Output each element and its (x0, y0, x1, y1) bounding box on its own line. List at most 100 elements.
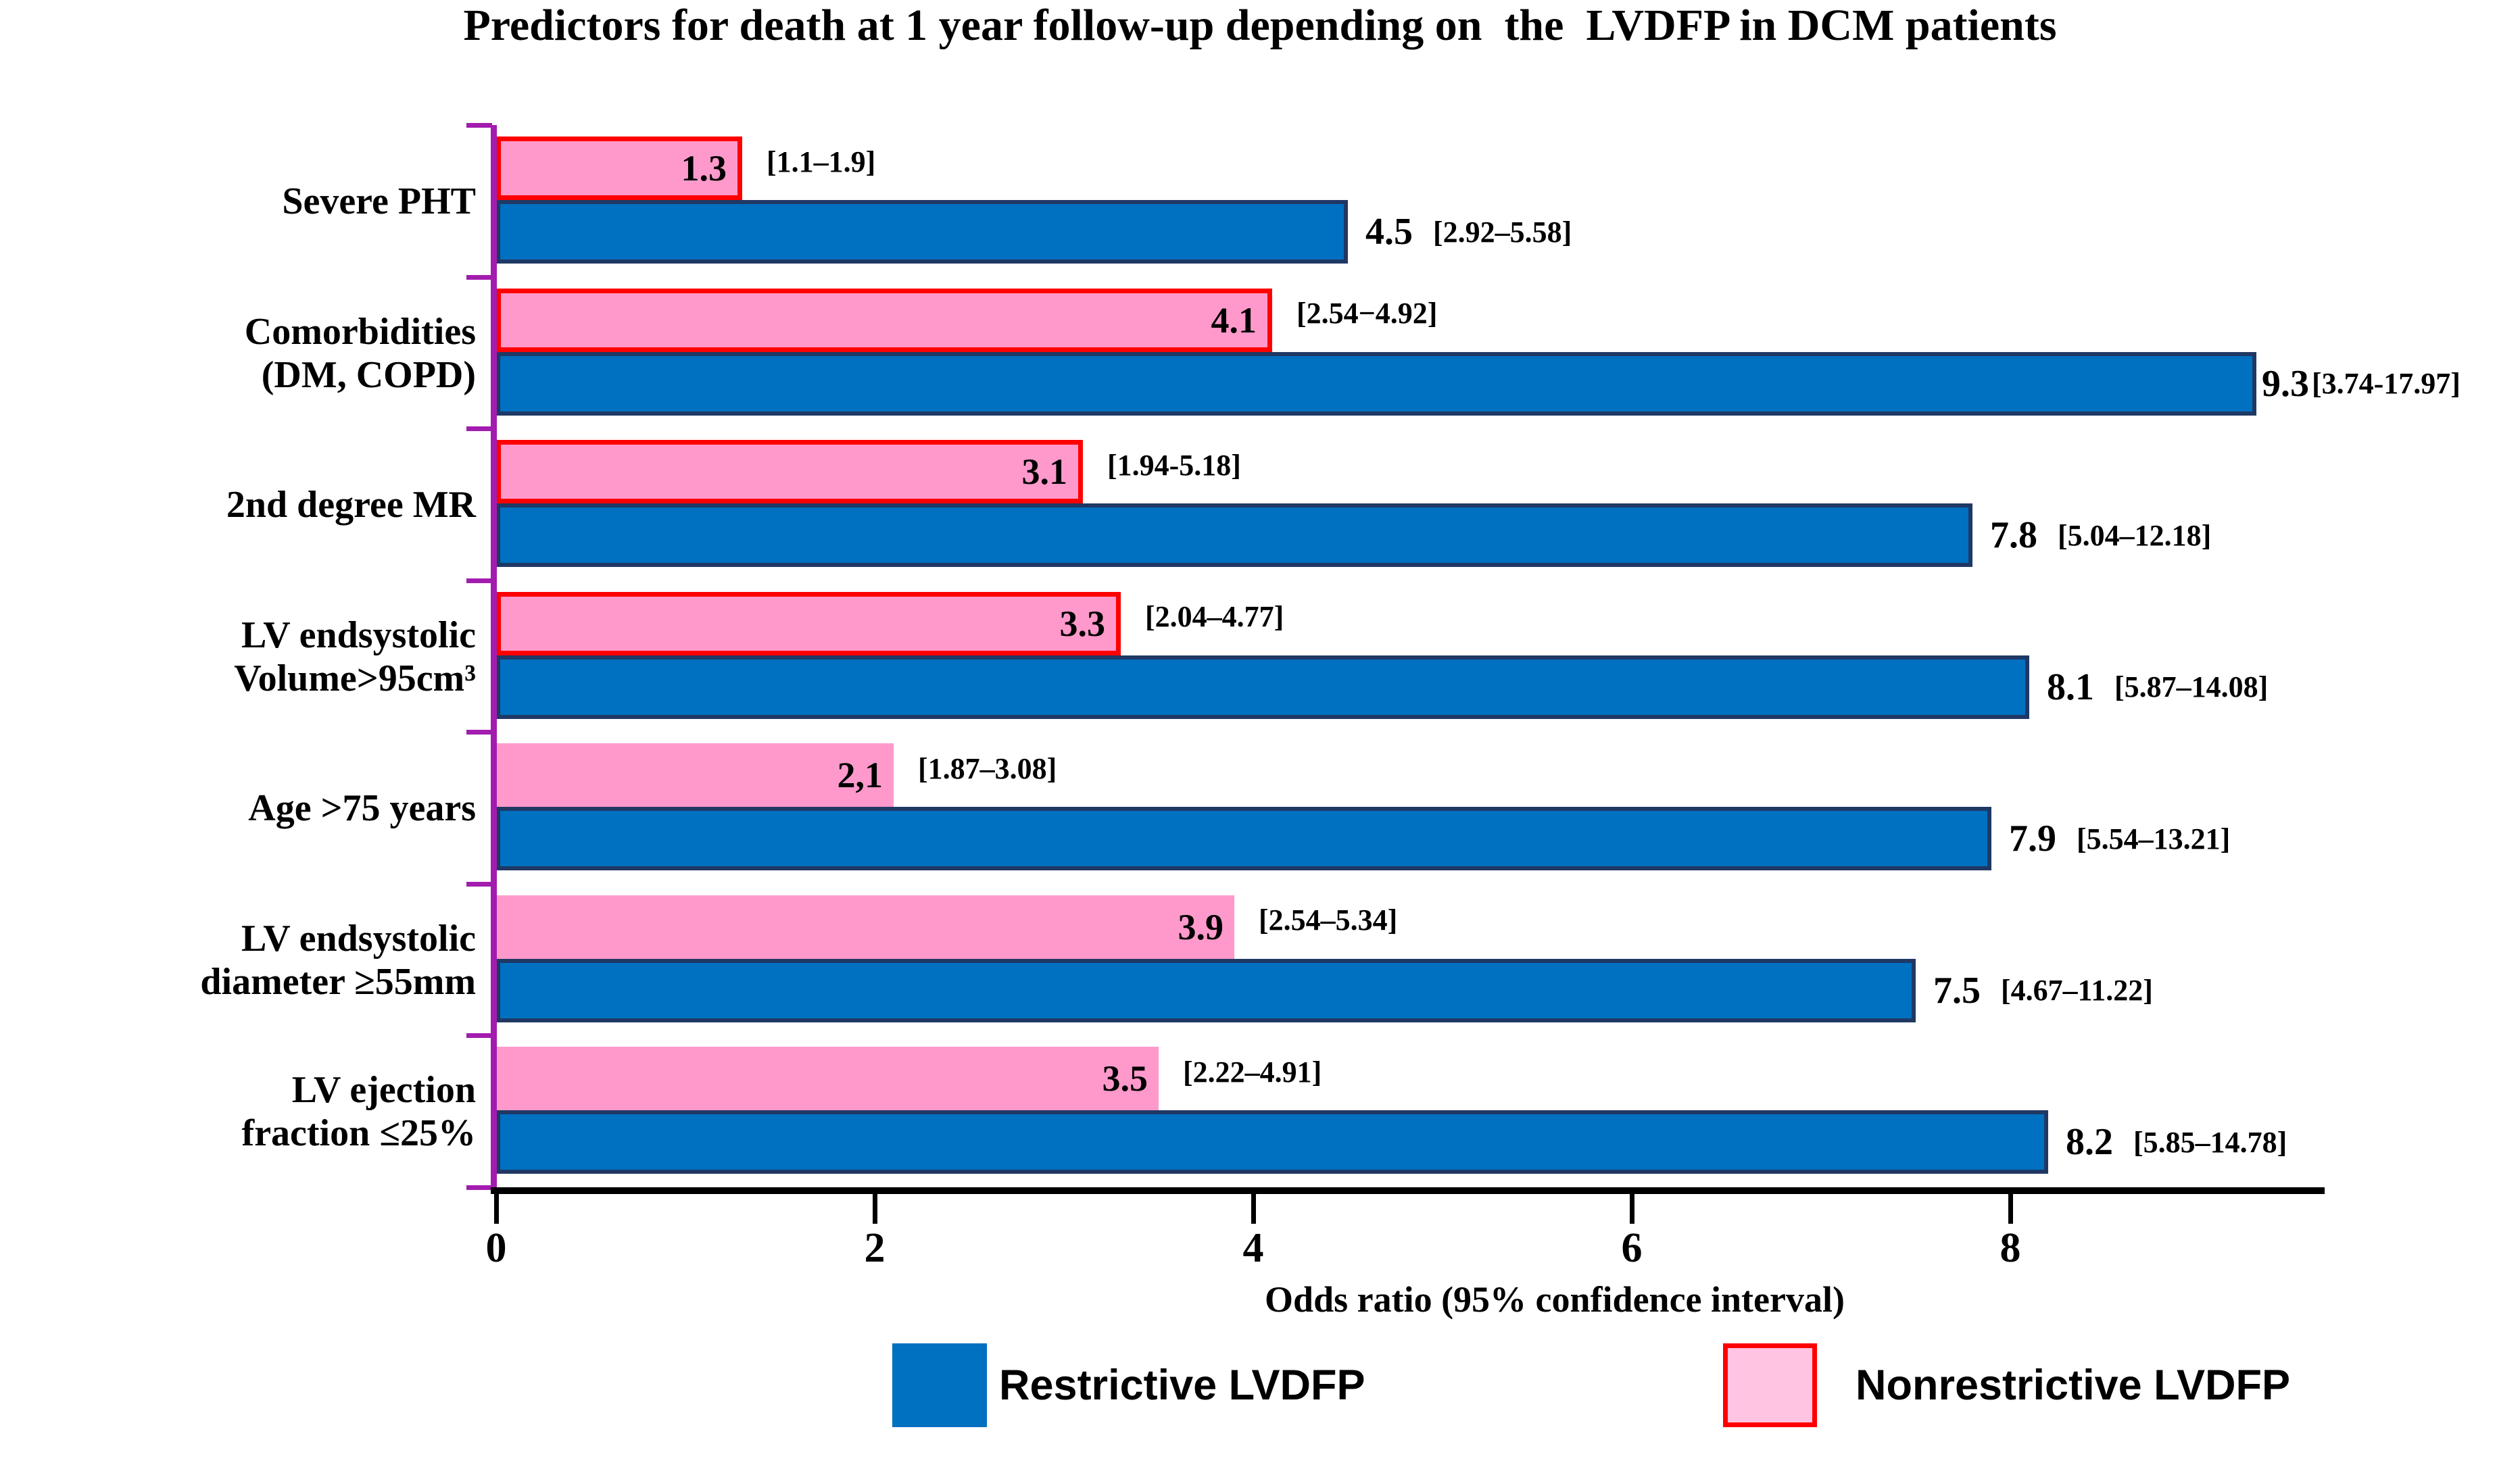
x-tick-label: 0 (485, 1225, 507, 1271)
y-axis-tick (466, 730, 492, 735)
bar-ci-wrap: [2.22–4.91] (1183, 1040, 1322, 1103)
nonrestrictive-bar: 1.3 (496, 136, 742, 200)
x-axis-line (491, 1187, 2325, 1194)
bar-value-label: 4.1 (1211, 299, 1257, 341)
bar-value-label: 9.3 (2262, 362, 2309, 405)
bar-ci-wrap: [2.54−4.92] (1297, 282, 1437, 345)
bar-value-label: 3.1 (1021, 451, 1068, 493)
category-label: LV endsystolic Volume>95cm³ (234, 614, 476, 700)
x-tick-label: 2 (864, 1225, 886, 1271)
bar-value-label: 8.2 (2066, 1121, 2113, 1164)
bar-value-label: 3.3 (1059, 603, 1106, 644)
bar-ci-label: [5.04–12.18] (2058, 518, 2212, 552)
category-label-line: LV endsystolic (241, 614, 476, 656)
bar-value-label: 3.5 (1102, 1058, 1148, 1099)
x-tick (2008, 1194, 2013, 1224)
nonrestrictive-bar: 3.9 (496, 895, 1234, 959)
bar-value-label: 7.9 (2009, 818, 2056, 860)
bar-ci-wrap: [2.54–5.34] (1259, 889, 1397, 952)
restrictive-bar (496, 351, 2256, 416)
bar-ci-label: [2.54−4.92] (1297, 297, 1438, 330)
y-axis-tick (466, 123, 492, 128)
nonrestrictive-bar: 2,1 (496, 743, 894, 808)
y-axis-tick (466, 881, 492, 887)
chart-title: Predictors for death at 1 year follow-up… (463, 1, 2057, 50)
restrictive-bar (496, 958, 1916, 1022)
x-axis-title: Odds ratio (95% confidence interval) (1265, 1279, 1845, 1320)
category-label-line: LV ejection (291, 1069, 476, 1112)
bar-ci-label: [2.22–4.91] (1183, 1055, 1322, 1089)
bar-ci-wrap: [1.87–3.08] (918, 737, 1057, 800)
bar-value-label: 8.1 (2047, 666, 2094, 708)
bar-ci-label: [3.74-17.97] (2312, 367, 2461, 401)
bar-ci-label: [2.04–4.77] (1145, 600, 1284, 634)
bar-value-wrap: 8.1 [5.87–14.08] (2047, 655, 2268, 719)
x-tick (1630, 1194, 1634, 1224)
x-tick (1251, 1194, 1256, 1224)
category-label: Severe PHT (282, 180, 476, 223)
nonrestrictive-bar: 3.3 (496, 591, 1121, 655)
x-tick-label: 6 (1621, 1225, 1643, 1271)
category-label-line: 2nd degree MR (226, 484, 476, 526)
category-label-line: diameter ≥55mm (200, 960, 476, 1003)
bar-value-label: 7.5 (1933, 969, 1981, 1012)
bar-ci-label: [4.67–11.22] (2001, 974, 2153, 1008)
x-tick-label: 4 (1242, 1225, 1264, 1271)
category-label-line: fraction ≤25% (241, 1112, 476, 1155)
bar-ci-label: [5.54–13.21] (2077, 822, 2231, 855)
legend-swatch-restrictive (892, 1343, 987, 1427)
bar-value-label: 4.5 (1365, 211, 1413, 253)
restrictive-bar (496, 1110, 2048, 1174)
category-label-line: LV endsystolic (241, 917, 476, 960)
nonrestrictive-bar: 3.1 (496, 440, 1083, 504)
restrictive-bar (496, 807, 1991, 871)
bar-value-wrap: 8.2 [5.85–14.78] (2066, 1110, 2287, 1174)
category-label: Comorbidities (DM, COPD) (245, 310, 476, 397)
bar-value-label: 7.8 (1990, 514, 2037, 557)
category-label: Age >75 years (248, 787, 476, 830)
legend-label-nonrestrictive: Nonrestrictive LVDFP (1856, 1362, 2290, 1409)
bar-value-label: 1.3 (681, 148, 727, 189)
x-tick-label: 8 (2000, 1225, 2021, 1271)
bar-ci-label: [2.92–5.58] (1433, 215, 1572, 249)
bar-value-wrap: 7.5 [4.67–11.22] (1933, 959, 2153, 1022)
bar-ci-label: [5.85–14.78] (2133, 1125, 2287, 1159)
restrictive-bar (496, 503, 1972, 568)
bar-ci-wrap: [1.1–1.9] (767, 130, 875, 193)
bar-ci-label: [1.94-5.18] (1107, 448, 1241, 482)
y-axis-line (491, 125, 497, 1193)
restrictive-bar (496, 200, 1348, 264)
bar-ci-label: [5.87–14.08] (2114, 670, 2269, 704)
x-tick (873, 1194, 877, 1224)
y-axis-tick (466, 274, 492, 280)
bar-ci-wrap: [2.04–4.77] (1145, 585, 1284, 649)
bar-ci-label: [1.1–1.9] (767, 145, 876, 178)
restrictive-bar (496, 655, 2029, 719)
bar-value-label: 2,1 (837, 755, 883, 796)
bar-ci-wrap: [1.94-5.18] (1107, 433, 1241, 497)
legend-label-restrictive: Restrictive LVDFP (999, 1362, 1365, 1409)
category-label-line: Severe PHT (282, 180, 476, 222)
legend-swatch-nonrestrictive (1723, 1343, 1817, 1427)
category-label: LV endsystolic diameter ≥55mm (200, 917, 476, 1003)
x-tick (494, 1194, 499, 1224)
bar-value-wrap: 9.3 [3.74-17.97] (2262, 352, 2461, 416)
bar-value-label: 3.9 (1178, 906, 1224, 947)
y-axis-tick (466, 578, 492, 583)
bar-ci-label: [1.87–3.08] (918, 751, 1057, 785)
category-label-line: Comorbidities (244, 310, 476, 353)
y-axis-tick (466, 426, 492, 432)
bar-ci-label: [2.54–5.34] (1259, 903, 1398, 937)
category-label-line: (DM, COPD) (261, 353, 476, 396)
category-label: LV ejection fraction ≤25% (242, 1068, 476, 1155)
bar-value-wrap: 4.5 [2.92–5.58] (1365, 200, 1572, 264)
bar-value-wrap: 7.9 [5.54–13.21] (2009, 807, 2230, 870)
nonrestrictive-bar: 3.5 (496, 1047, 1159, 1111)
category-label: 2nd degree MR (226, 483, 476, 526)
y-axis-tick (466, 1033, 492, 1039)
y-axis-tick (466, 1185, 492, 1190)
bar-value-wrap: 7.8 [5.04–12.18] (1990, 503, 2211, 567)
nonrestrictive-bar: 4.1 (496, 288, 1272, 352)
category-label-line: Age >75 years (248, 787, 476, 830)
